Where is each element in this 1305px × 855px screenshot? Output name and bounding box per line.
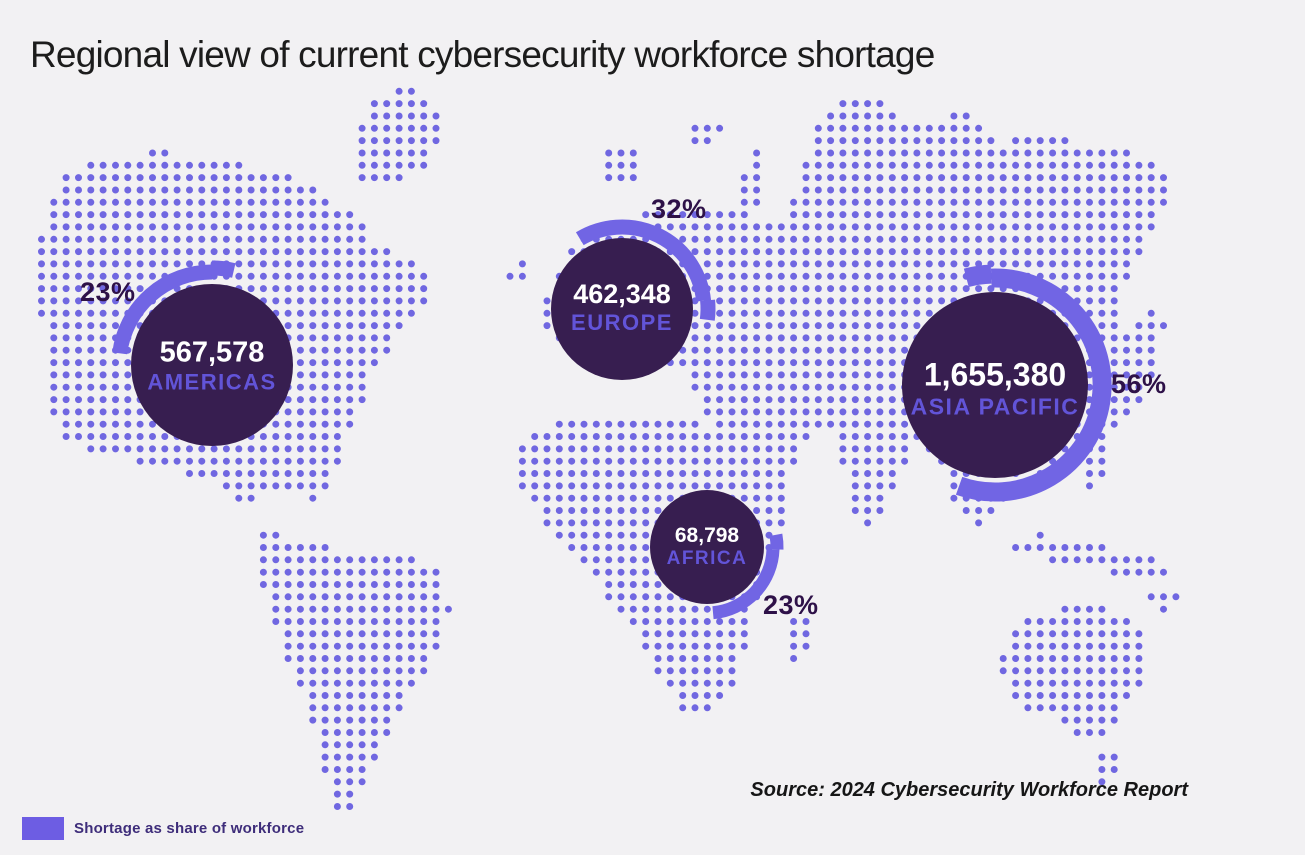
bubble-label-asia-pacific: 1,655,380 ASIA PACIFIC — [911, 356, 1080, 419]
legend-swatch — [22, 817, 64, 840]
bubble-circle-africa — [650, 490, 764, 604]
map-dots — [38, 87, 1180, 811]
share-arc-tab-africa — [769, 533, 784, 550]
pct-asia-pacific: 56% — [1111, 369, 1167, 399]
pct-europe: 32% — [651, 194, 707, 224]
legend-label: Shortage as share of workforce — [74, 820, 305, 837]
page-title: Regional view of current cybersecurity w… — [30, 34, 935, 75]
bubble-label-americas: 567,578 AMERICAS — [147, 337, 276, 396]
bubble-value-europe: 462,348 — [573, 278, 671, 309]
bubble-circle-americas — [131, 284, 293, 446]
share-arc-europe — [575, 219, 712, 302]
pct-americas: 23% — [80, 277, 136, 307]
region-bubble-asia-pacific — [902, 264, 1112, 502]
bubble-value-americas: 567,578 — [159, 336, 265, 369]
bubble-circle-asia-pacific — [902, 292, 1088, 478]
share-arc-asia-pacific — [955, 268, 1112, 502]
legend: Shortage as share of workforce — [22, 817, 304, 840]
share-arc-americas — [112, 264, 213, 355]
pct-africa: 23% — [763, 590, 819, 620]
bubble-label-europe: 462,348 EUROPE — [571, 279, 673, 335]
share-arc-africa — [712, 548, 780, 620]
bubble-region-asia-pacific: ASIA PACIFIC — [910, 393, 1080, 420]
bubble-region-americas: AMERICAS — [147, 370, 277, 396]
bubble-label-africa: 68,798 AFRICA — [667, 524, 748, 570]
bubble-region-africa: AFRICA — [666, 548, 748, 570]
share-arc-tab-asia-pacific — [963, 264, 992, 288]
source-note: Source: 2024 Cybersecurity Workforce Rep… — [750, 779, 1188, 801]
bubble-circle-europe — [551, 238, 693, 380]
region-bubble-europe — [551, 219, 716, 380]
region-bubble-africa — [650, 490, 784, 620]
region-bubble-americas — [112, 260, 293, 446]
share-arc-tab-europe — [699, 299, 716, 321]
bubble-value-asia-pacific: 1,655,380 — [923, 356, 1067, 393]
bubble-region-europe: EUROPE — [571, 309, 673, 335]
share-arc-tab-americas — [211, 260, 236, 278]
bubble-value-africa: 68,798 — [674, 524, 740, 548]
